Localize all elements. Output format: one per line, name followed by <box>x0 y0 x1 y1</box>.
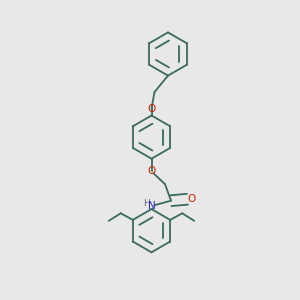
Text: N: N <box>148 201 156 211</box>
Text: O: O <box>147 166 156 176</box>
Text: H: H <box>144 199 150 208</box>
Text: O: O <box>187 194 195 204</box>
Text: O: O <box>147 103 156 114</box>
